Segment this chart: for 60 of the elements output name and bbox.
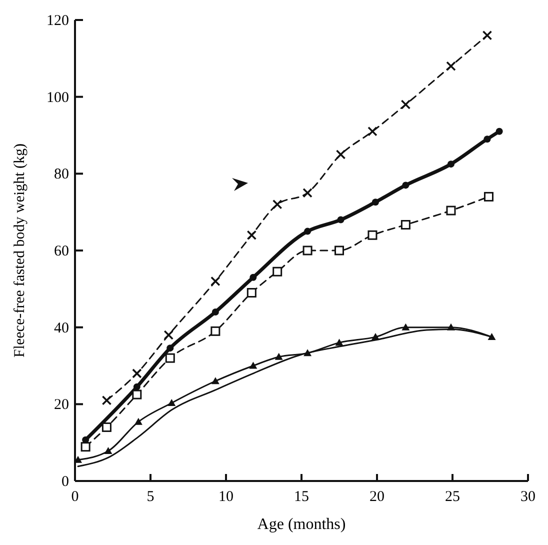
y-tick-label: 0	[62, 474, 69, 490]
point	[246, 288, 256, 298]
x-axis-title: Age (months)	[257, 516, 346, 533]
point	[446, 206, 456, 216]
point	[165, 353, 175, 363]
point	[166, 344, 174, 352]
point	[368, 126, 378, 136]
y-axis-title: Fleece-free fasted body weight (kg)	[12, 143, 28, 358]
point	[246, 230, 257, 240]
x-tick-label: 0	[71, 489, 79, 505]
y-tick-label: 100	[46, 90, 69, 106]
point	[335, 338, 344, 346]
point	[272, 200, 282, 210]
x-tick-label: 5	[146, 489, 154, 505]
point	[80, 442, 90, 452]
point	[334, 246, 344, 256]
point	[212, 308, 219, 316]
point	[274, 352, 283, 360]
x-tick-label: 10	[218, 489, 234, 505]
y-tick-label: 20	[54, 397, 69, 414]
point	[164, 330, 174, 340]
point	[302, 246, 312, 256]
y-tick-label: 60	[54, 244, 69, 260]
y-tick-label: 80	[54, 166, 69, 183]
point	[104, 447, 112, 454]
point	[304, 228, 312, 235]
point	[132, 368, 142, 378]
x-tick-label: 20	[370, 489, 384, 505]
y-tick-label: 40	[54, 320, 69, 336]
point	[496, 128, 503, 135]
point	[484, 192, 494, 202]
point	[400, 220, 410, 230]
point	[102, 422, 112, 432]
y-tick-label: 120	[46, 13, 69, 29]
point	[402, 182, 410, 189]
point	[302, 188, 312, 198]
point	[484, 136, 491, 143]
point	[210, 276, 220, 286]
point	[132, 390, 142, 400]
point	[337, 216, 344, 224]
point	[168, 399, 176, 406]
point	[210, 326, 220, 336]
point	[372, 198, 379, 206]
point	[250, 274, 257, 281]
point	[249, 362, 258, 369]
point	[400, 100, 411, 110]
point	[133, 383, 140, 390]
x-tick-label: 15	[294, 489, 309, 505]
point	[211, 377, 220, 384]
point	[102, 395, 112, 406]
point	[402, 323, 410, 330]
point	[134, 418, 142, 425]
x-tick-label: 30	[520, 489, 536, 505]
point	[336, 150, 346, 160]
point	[482, 30, 492, 40]
point	[272, 266, 282, 276]
point	[368, 230, 378, 240]
point	[446, 61, 456, 71]
point	[447, 160, 454, 168]
x-tick-label: 25	[445, 489, 460, 505]
